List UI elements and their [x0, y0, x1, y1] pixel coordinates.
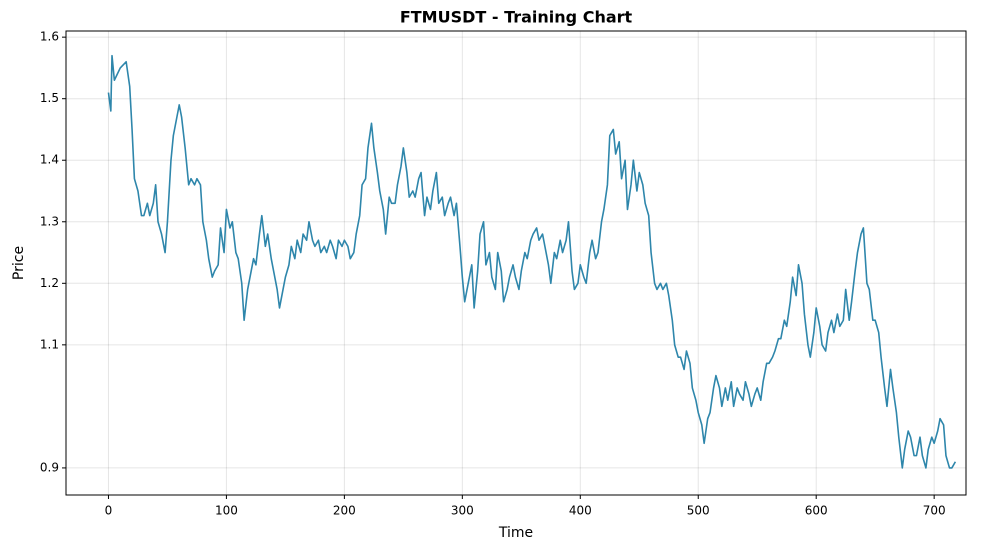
x-tick-label: 100 — [215, 504, 238, 518]
x-tick-label: 600 — [805, 504, 828, 518]
y-tick-label: 0.9 — [40, 460, 59, 474]
x-tick-label: 200 — [333, 504, 356, 518]
x-tick-label: 0 — [105, 504, 113, 518]
price-line — [107, 54, 957, 469]
y-tick-label: 1.6 — [40, 30, 59, 44]
x-tick-label: 700 — [923, 504, 946, 518]
y-tick-label: 1.2 — [40, 276, 59, 290]
plot-frame — [65, 30, 967, 496]
y-axis-label: Price — [11, 246, 27, 280]
y-tick-label: 1.1 — [40, 337, 59, 351]
y-tick-label: 1.4 — [40, 153, 59, 167]
x-tick-label: 400 — [569, 504, 592, 518]
y-tick-label: 1.3 — [40, 214, 59, 228]
x-tick-label: 500 — [687, 504, 710, 518]
chart-title: FTMUSDT - Training Chart — [400, 8, 633, 27]
x-tick-label: 300 — [451, 504, 474, 518]
x-axis-label: Time — [498, 525, 533, 541]
y-tick-label: 1.5 — [40, 91, 59, 105]
